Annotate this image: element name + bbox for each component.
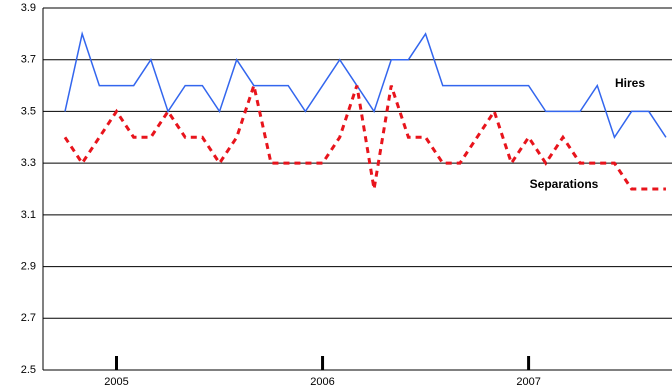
y-tick-label: 3.9 <box>21 2 36 14</box>
y-tick-label: 2.7 <box>21 312 36 324</box>
y-tick-label: 2.9 <box>21 260 36 272</box>
y-tick-label: 3.1 <box>21 209 36 221</box>
series-line <box>63 79 666 191</box>
y-tick-label: 3.3 <box>21 157 36 169</box>
y-tick-label: 2.5 <box>21 364 36 376</box>
series-label: Separations <box>530 177 599 191</box>
series-line <box>64 31 667 139</box>
x-tick-label: 2006 <box>310 376 334 388</box>
x-tick-label: 2005 <box>104 376 128 388</box>
y-tick-label: 3.5 <box>21 105 36 117</box>
y-tick-label: 3.7 <box>21 54 36 66</box>
x-tick-label: 2007 <box>516 376 540 388</box>
series-label: Hires <box>615 76 645 90</box>
